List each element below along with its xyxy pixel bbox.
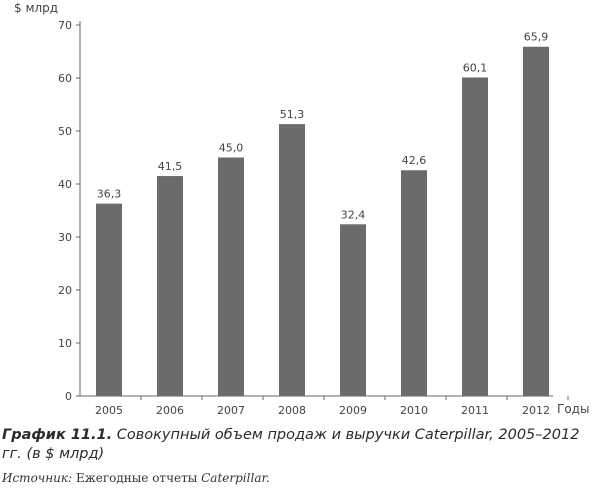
bar-value-label: 65,9 — [524, 31, 549, 44]
bar — [462, 77, 488, 396]
y-axis-label: $ млрд — [14, 1, 58, 15]
y-tick-label: 30 — [58, 231, 72, 244]
bar-value-label: 45,0 — [219, 142, 244, 155]
bar-value-label: 36,3 — [97, 188, 122, 201]
x-tick-label: 2010 — [400, 404, 428, 417]
bar — [340, 224, 366, 396]
bar-value-label: 32,4 — [341, 208, 366, 221]
caption-text: Совокупный объем продаж и выручки Caterp… — [2, 427, 580, 462]
bar — [401, 170, 427, 396]
x-axis-label: Годы — [557, 402, 589, 416]
y-tick-label: 20 — [58, 284, 72, 297]
bar — [157, 176, 183, 396]
bar — [523, 46, 549, 396]
y-tick-label: 70 — [58, 19, 72, 32]
x-tick-label: 2012 — [522, 404, 550, 417]
x-tick-label: 2011 — [461, 404, 489, 417]
y-tick-label: 50 — [58, 125, 72, 138]
y-tick-label: 60 — [58, 72, 72, 85]
figure-caption: График 11.1. Совокупный объем продаж и в… — [2, 426, 598, 464]
bar-value-label: 60,1 — [463, 61, 488, 74]
bar — [218, 157, 244, 396]
x-tick-label: 2009 — [339, 404, 367, 417]
bar-value-label: 41,5 — [158, 160, 183, 173]
figure-source: Источник: Ежегодные отчеты Caterpillar. — [2, 471, 598, 485]
x-tick-label: 2008 — [278, 404, 306, 417]
x-tick-label: 2007 — [217, 404, 245, 417]
bar — [96, 203, 122, 396]
source-brand: Caterpillar. — [201, 471, 270, 485]
caption-label: График 11.1. — [2, 427, 113, 443]
bar — [279, 124, 305, 397]
sales-bar-chart: $ млрд Годы 0 10 20 30 40 50 60 70 36,3 2005 41,5 2… — [14, 1, 589, 417]
bar-value-label: 42,6 — [402, 154, 427, 167]
y-tick-label: 10 — [58, 337, 72, 350]
plot-area: 0 10 20 30 40 50 60 70 36,3 2005 41,5 2006 45,0 2007 5… — [58, 19, 569, 417]
y-tick-label: 0 — [65, 390, 72, 403]
source-text: Ежегодные отчеты — [75, 471, 198, 485]
y-tick-label: 40 — [58, 178, 72, 191]
x-tick-label: 2005 — [95, 404, 123, 417]
source-label: Источник: — [2, 471, 73, 485]
x-tick-label: 2006 — [156, 404, 184, 417]
bar-value-label: 51,3 — [280, 108, 305, 121]
